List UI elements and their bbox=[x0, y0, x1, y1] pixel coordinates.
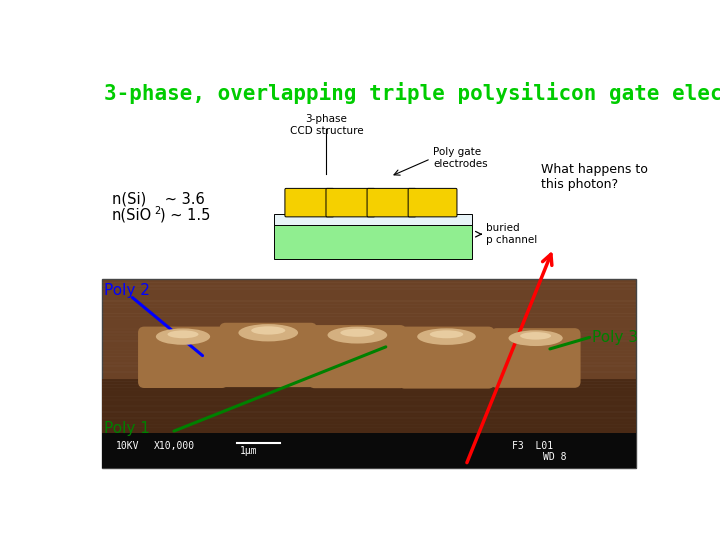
Bar bbox=[102, 365, 636, 367]
Bar bbox=[102, 387, 636, 388]
Bar bbox=[102, 414, 636, 416]
Bar bbox=[102, 303, 636, 305]
Text: 3-phase
CCD structure: 3-phase CCD structure bbox=[289, 114, 363, 136]
Ellipse shape bbox=[520, 332, 551, 340]
Bar bbox=[102, 331, 636, 333]
Ellipse shape bbox=[238, 324, 298, 341]
Text: Poly 3: Poly 3 bbox=[593, 330, 638, 346]
Ellipse shape bbox=[493, 356, 578, 382]
Bar bbox=[102, 368, 636, 370]
Bar bbox=[274, 214, 472, 225]
Ellipse shape bbox=[417, 328, 476, 345]
Bar bbox=[102, 421, 636, 422]
Bar bbox=[102, 405, 636, 407]
Bar bbox=[102, 343, 636, 345]
Bar bbox=[102, 399, 636, 401]
Ellipse shape bbox=[341, 329, 374, 337]
Bar bbox=[102, 347, 636, 348]
Bar bbox=[102, 279, 636, 468]
Bar bbox=[102, 338, 636, 339]
Text: Poly 2: Poly 2 bbox=[104, 283, 150, 298]
Bar bbox=[102, 430, 636, 468]
Ellipse shape bbox=[430, 330, 463, 338]
Bar bbox=[102, 393, 636, 394]
Text: n(SiO: n(SiO bbox=[112, 207, 152, 222]
Bar bbox=[102, 402, 636, 403]
FancyBboxPatch shape bbox=[138, 327, 228, 388]
Bar bbox=[102, 425, 636, 468]
Text: n(Si)    ~ 3.6: n(Si) ~ 3.6 bbox=[112, 192, 204, 207]
FancyBboxPatch shape bbox=[408, 188, 457, 217]
Bar bbox=[102, 279, 636, 280]
Ellipse shape bbox=[168, 330, 199, 338]
Bar bbox=[102, 427, 636, 428]
FancyBboxPatch shape bbox=[309, 325, 406, 388]
Text: ) ~ 1.5: ) ~ 1.5 bbox=[160, 207, 210, 222]
Text: 10KV: 10KV bbox=[116, 441, 139, 451]
Bar bbox=[411, 193, 418, 212]
Bar bbox=[102, 356, 636, 357]
Bar bbox=[102, 417, 636, 419]
Ellipse shape bbox=[508, 330, 563, 346]
Bar bbox=[102, 379, 636, 433]
Text: WD 8: WD 8 bbox=[544, 452, 567, 462]
Bar bbox=[102, 313, 636, 314]
Bar bbox=[102, 408, 636, 410]
Bar bbox=[102, 359, 636, 361]
Bar bbox=[102, 316, 636, 318]
Ellipse shape bbox=[221, 353, 315, 381]
Bar bbox=[102, 298, 636, 299]
Bar bbox=[102, 381, 636, 382]
Bar bbox=[102, 288, 636, 289]
Bar bbox=[102, 390, 636, 392]
Text: X10,000: X10,000 bbox=[154, 441, 195, 451]
Bar bbox=[102, 396, 636, 397]
Bar bbox=[102, 307, 636, 308]
Bar bbox=[102, 374, 636, 376]
FancyBboxPatch shape bbox=[367, 188, 416, 217]
Text: 3-phase, overlapping triple polysilicon gate electrode pixel: 3-phase, overlapping triple polysilicon … bbox=[104, 82, 720, 104]
Bar bbox=[102, 319, 636, 320]
Bar bbox=[370, 193, 377, 212]
Bar bbox=[102, 291, 636, 293]
Bar bbox=[102, 353, 636, 354]
Text: 2: 2 bbox=[154, 206, 161, 215]
Bar bbox=[102, 362, 636, 363]
Text: buried
p channel: buried p channel bbox=[486, 224, 537, 245]
Ellipse shape bbox=[310, 355, 404, 382]
Ellipse shape bbox=[400, 356, 492, 382]
Bar bbox=[102, 309, 636, 311]
Bar bbox=[102, 328, 636, 330]
Bar bbox=[102, 325, 636, 327]
Bar bbox=[102, 300, 636, 302]
Ellipse shape bbox=[156, 328, 210, 345]
Bar bbox=[102, 372, 636, 373]
Text: F3  L01: F3 L01 bbox=[513, 441, 554, 451]
Bar bbox=[102, 423, 636, 425]
Text: 1μm: 1μm bbox=[240, 446, 257, 456]
FancyBboxPatch shape bbox=[285, 188, 334, 217]
Ellipse shape bbox=[140, 356, 225, 382]
Bar bbox=[102, 334, 636, 336]
Bar bbox=[102, 340, 636, 342]
Text: Poly gate
electrodes: Poly gate electrodes bbox=[433, 147, 487, 169]
Bar bbox=[102, 350, 636, 351]
Ellipse shape bbox=[328, 327, 387, 343]
Text: Poly 1: Poly 1 bbox=[104, 421, 150, 436]
Ellipse shape bbox=[251, 326, 285, 335]
FancyBboxPatch shape bbox=[398, 327, 495, 389]
Bar bbox=[102, 383, 636, 385]
FancyBboxPatch shape bbox=[490, 328, 580, 388]
Bar bbox=[102, 411, 636, 413]
Bar bbox=[102, 282, 636, 284]
Text: What happens to
this photon?: What happens to this photon? bbox=[541, 164, 648, 191]
Bar bbox=[102, 285, 636, 287]
Bar bbox=[102, 294, 636, 296]
Bar bbox=[102, 377, 636, 379]
Bar bbox=[102, 322, 636, 323]
Bar bbox=[274, 224, 472, 259]
FancyBboxPatch shape bbox=[326, 188, 375, 217]
FancyBboxPatch shape bbox=[220, 323, 317, 387]
Bar bbox=[329, 193, 336, 212]
